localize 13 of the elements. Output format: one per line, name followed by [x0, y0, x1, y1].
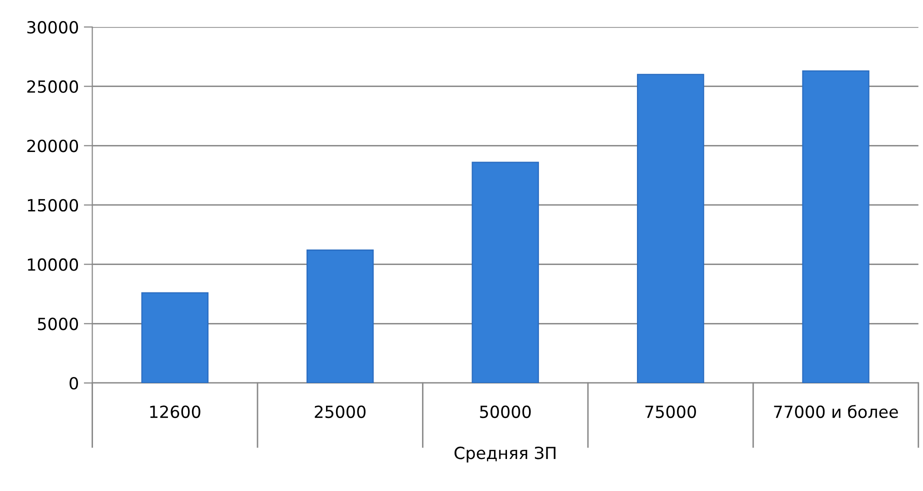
x-tick-label: 12600	[150, 405, 200, 418]
y-tick-label: 15000	[28, 198, 78, 212]
x-axis-title: Средняя ЗП	[454, 446, 556, 462]
y-tick-label: 30000	[27, 20, 78, 34]
x-tick-label: 25000	[314, 405, 366, 418]
x-tick-label: 75000	[645, 405, 696, 418]
y-tick-label: 10000	[28, 258, 78, 271]
x-tick-label: 77000 и более	[774, 404, 898, 418]
y-tick-label: 0	[70, 376, 78, 390]
y-tick-label: 20000	[27, 140, 78, 152]
y-tick-label: 25000	[27, 80, 78, 93]
x-tick-label: 50000	[480, 405, 531, 418]
y-tick-label: 5000	[38, 318, 78, 330]
